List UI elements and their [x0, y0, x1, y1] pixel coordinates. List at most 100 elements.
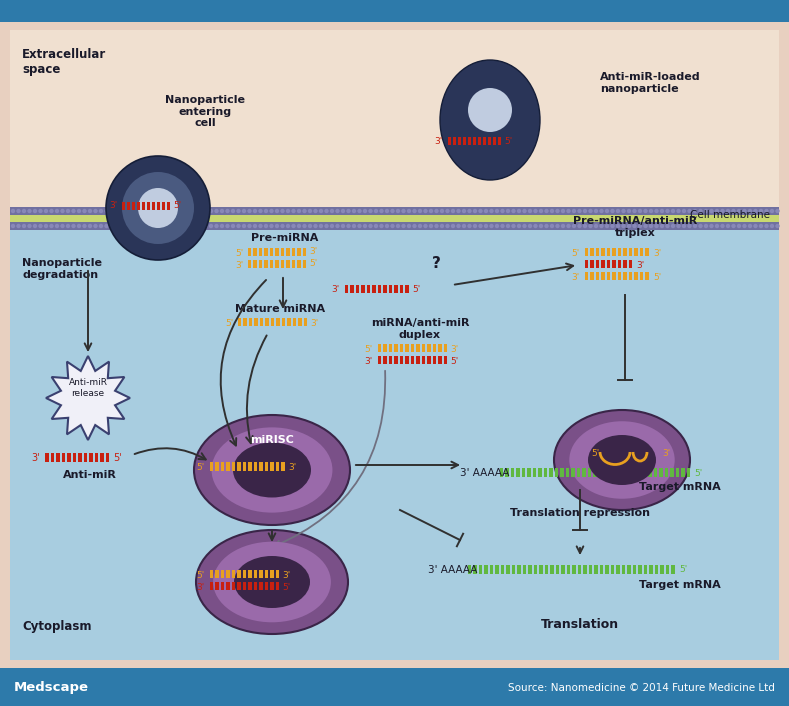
- Bar: [571, 468, 575, 477]
- Bar: [400, 356, 403, 364]
- Circle shape: [671, 224, 675, 228]
- Circle shape: [660, 224, 664, 228]
- Bar: [253, 248, 257, 256]
- Bar: [444, 356, 447, 364]
- Text: 3': 3': [236, 261, 244, 270]
- Bar: [495, 565, 499, 574]
- Circle shape: [572, 224, 576, 228]
- Bar: [276, 582, 279, 590]
- Circle shape: [693, 224, 697, 228]
- Circle shape: [550, 209, 554, 213]
- Bar: [596, 260, 600, 268]
- Text: Source: Nanomedicine © 2014 Future Medicine Ltd: Source: Nanomedicine © 2014 Future Medic…: [508, 683, 775, 693]
- Text: Pre-miRNA/anti-miR
triplex: Pre-miRNA/anti-miR triplex: [573, 217, 697, 238]
- Ellipse shape: [194, 415, 350, 525]
- Bar: [271, 462, 274, 471]
- Circle shape: [594, 224, 598, 228]
- Circle shape: [737, 224, 741, 228]
- Text: Anti-miR: Anti-miR: [63, 470, 117, 480]
- Bar: [590, 260, 594, 268]
- Bar: [249, 318, 252, 326]
- Circle shape: [275, 224, 279, 228]
- Circle shape: [226, 224, 230, 228]
- Bar: [682, 468, 685, 477]
- Circle shape: [500, 224, 505, 228]
- Circle shape: [434, 209, 439, 213]
- Bar: [517, 468, 520, 477]
- Bar: [588, 468, 592, 477]
- Text: 5': 5': [196, 570, 205, 580]
- Circle shape: [352, 209, 356, 213]
- Circle shape: [77, 224, 81, 228]
- Circle shape: [374, 209, 378, 213]
- Circle shape: [715, 224, 720, 228]
- Circle shape: [632, 209, 637, 213]
- Circle shape: [357, 224, 361, 228]
- Bar: [640, 272, 644, 280]
- Bar: [221, 462, 225, 471]
- Circle shape: [252, 209, 257, 213]
- Bar: [226, 462, 230, 471]
- Circle shape: [39, 209, 43, 213]
- Bar: [297, 248, 301, 256]
- Circle shape: [137, 224, 142, 228]
- Bar: [640, 248, 644, 256]
- Text: Cell membrane: Cell membrane: [690, 210, 770, 220]
- Bar: [422, 344, 425, 352]
- Circle shape: [286, 224, 290, 228]
- Circle shape: [456, 209, 461, 213]
- Bar: [649, 565, 653, 574]
- Bar: [244, 318, 247, 326]
- Polygon shape: [46, 356, 130, 440]
- Text: 3' AAAAA: 3' AAAAA: [428, 565, 477, 575]
- Circle shape: [660, 209, 664, 213]
- Circle shape: [544, 209, 548, 213]
- Bar: [468, 565, 472, 574]
- Circle shape: [770, 209, 774, 213]
- Bar: [573, 565, 576, 574]
- Circle shape: [357, 209, 361, 213]
- Bar: [282, 462, 285, 471]
- Circle shape: [439, 224, 444, 228]
- Text: 3': 3': [653, 249, 661, 258]
- Bar: [276, 570, 279, 578]
- Circle shape: [143, 224, 148, 228]
- Bar: [645, 272, 649, 280]
- Text: 3': 3': [572, 273, 580, 282]
- Circle shape: [495, 209, 499, 213]
- Text: 3': 3': [309, 248, 318, 256]
- Bar: [281, 248, 285, 256]
- Bar: [484, 565, 488, 574]
- Circle shape: [121, 224, 125, 228]
- Bar: [615, 468, 619, 477]
- Ellipse shape: [440, 60, 540, 180]
- Ellipse shape: [196, 530, 348, 634]
- Circle shape: [82, 209, 87, 213]
- Bar: [276, 318, 280, 326]
- Bar: [411, 356, 414, 364]
- Bar: [433, 356, 436, 364]
- Circle shape: [17, 209, 21, 213]
- Text: Nanoparticle
degradation: Nanoparticle degradation: [22, 258, 102, 280]
- Circle shape: [626, 224, 631, 228]
- Text: miRNA/anti-miR
duplex: miRNA/anti-miR duplex: [371, 318, 469, 340]
- Bar: [604, 468, 608, 477]
- Bar: [303, 248, 306, 256]
- Circle shape: [71, 209, 76, 213]
- Circle shape: [434, 224, 439, 228]
- Text: Translation: Translation: [541, 618, 619, 631]
- Circle shape: [770, 224, 774, 228]
- Circle shape: [533, 209, 537, 213]
- Circle shape: [687, 209, 692, 213]
- Bar: [226, 570, 230, 578]
- Circle shape: [676, 209, 681, 213]
- Circle shape: [578, 209, 581, 213]
- Bar: [157, 202, 160, 210]
- Bar: [589, 565, 593, 574]
- Bar: [266, 318, 269, 326]
- Text: ?: ?: [432, 256, 441, 271]
- Circle shape: [335, 224, 340, 228]
- Bar: [215, 570, 219, 578]
- Text: 5': 5': [653, 273, 661, 282]
- Bar: [634, 248, 638, 256]
